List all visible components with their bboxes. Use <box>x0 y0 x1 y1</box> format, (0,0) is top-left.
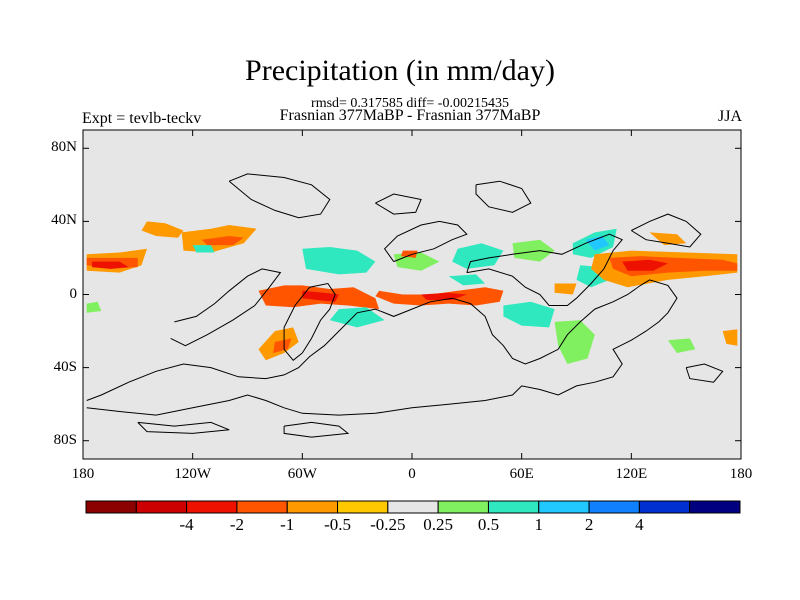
season-label: JJA <box>717 108 742 125</box>
colorbar-box-6 <box>387 500 439 514</box>
anomaly-region-2 <box>92 261 129 269</box>
coastline-2 <box>170 268 282 347</box>
colorbar-box-0 <box>85 500 137 514</box>
coastline-8 <box>375 193 422 215</box>
y-tick-label-1: 40N <box>51 212 77 229</box>
anomaly-region-18 <box>554 320 595 364</box>
colorbar-label-9: 4 <box>635 515 644 534</box>
colorbar-label-5: 0.25 <box>423 515 454 534</box>
anomaly-region-12 <box>302 247 376 275</box>
anomaly-region-13 <box>329 307 385 328</box>
anomaly-region-30 <box>722 329 738 346</box>
x-tick-label-1: 120W <box>174 466 211 482</box>
anomaly-region-24 <box>622 259 668 271</box>
colorbar-box-7 <box>437 500 489 514</box>
colorbar-box-10 <box>588 500 640 514</box>
y-tick-label-3: 40S <box>53 358 77 375</box>
colorbar-label-0: -4 <box>179 515 194 534</box>
anomaly-region-15 <box>452 243 504 269</box>
x-tick-label-5: 120E <box>615 466 648 482</box>
colorbar-box-3 <box>236 500 288 514</box>
experiment-label: Expt = tevlb-teckv <box>82 110 202 127</box>
anomaly-region-25 <box>649 232 687 246</box>
y-tick-label-2: 0 <box>69 285 78 302</box>
colorbar-label-1: -2 <box>229 515 244 534</box>
x-tick-label-6: 180 <box>729 466 753 482</box>
colorbar-box-4 <box>286 500 339 514</box>
colorbar-box-1 <box>135 500 188 514</box>
coastline-9 <box>685 363 724 383</box>
colorbar-box-8 <box>487 500 540 514</box>
anomaly-region-9 <box>421 292 467 300</box>
y-tick-label-4: 80S <box>53 431 77 448</box>
colorbar-box-5 <box>337 500 389 514</box>
colorbar-box-2 <box>186 500 238 514</box>
colorbar-label-2: -1 <box>280 515 295 534</box>
anomaly-region-27 <box>448 274 486 286</box>
anomaly-region-32 <box>192 245 215 253</box>
anomaly-region-5 <box>201 236 244 246</box>
anomaly-region-3 <box>141 221 184 238</box>
anomaly-region-28 <box>667 338 696 353</box>
coastline-5 <box>631 213 702 248</box>
coastline-1 <box>283 282 336 361</box>
coastline-0 <box>86 279 678 416</box>
anomaly-region-7 <box>302 290 339 302</box>
map-title: Precipitation (in mm/day) <box>245 54 555 87</box>
anomaly-region-20 <box>585 236 610 251</box>
colorbar-label-7: 1 <box>534 515 544 534</box>
x-tick-label-3: 0 <box>408 466 416 482</box>
coastline-7 <box>475 180 532 213</box>
y-tick-label-0: 80N <box>51 139 77 156</box>
colorbar-label-6: 0.5 <box>477 515 500 534</box>
coastline-10 <box>137 421 230 434</box>
colorbar-box-12 <box>689 500 741 514</box>
anomaly-region-31 <box>401 250 418 258</box>
x-tick-label-4: 60E <box>509 466 534 482</box>
anomaly-region-16 <box>512 239 555 262</box>
anomaly-region-11 <box>273 338 292 353</box>
colorbar-label-4: -0.25 <box>370 515 406 534</box>
coastline-3 <box>383 220 468 263</box>
anomaly-region-29 <box>86 301 102 313</box>
colorbar-label-3: -0.5 <box>324 515 351 534</box>
colorbar-label-8: 2 <box>584 515 594 534</box>
coastline-11 <box>283 421 350 438</box>
x-tick-label-0: 180 <box>71 466 95 482</box>
stats-text: rmsd= 0.317585 diff= -0.00215435 <box>311 96 509 111</box>
anomaly-region-26 <box>554 283 577 295</box>
coastline-4 <box>466 233 624 306</box>
map-subtitle: Frasnian 377MaBP - Frasnian 377MaBP <box>279 107 541 124</box>
colorbar-box-11 <box>638 500 691 514</box>
anomaly-region-17 <box>503 301 555 328</box>
x-tick-label-2: 60W <box>287 466 317 482</box>
colorbar-box-9 <box>538 500 590 514</box>
coastline-6 <box>228 173 331 219</box>
